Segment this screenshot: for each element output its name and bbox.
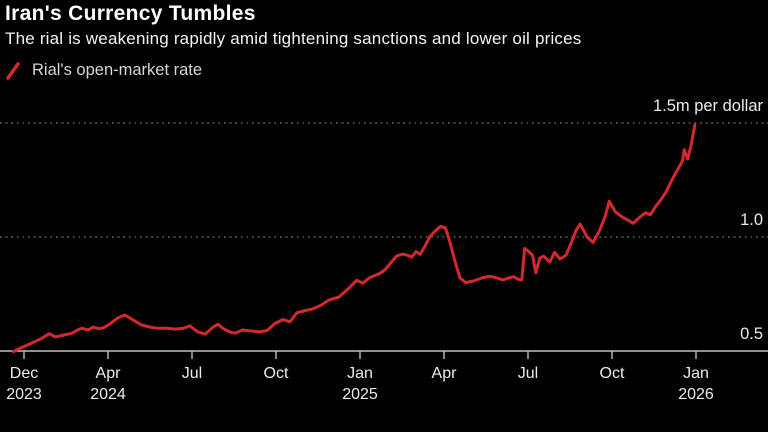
y-axis-label: 1.5m per dollar — [652, 97, 763, 115]
x-axis-label: Jul — [152, 363, 232, 384]
x-axis-label-year: 2023 — [6, 386, 42, 403]
legend-line-icon — [6, 61, 20, 80]
x-axis-label: Apr — [404, 363, 484, 384]
chart-title: Iran's Currency Tumbles — [5, 2, 256, 25]
legend: Rial's open-market rate — [5, 61, 202, 80]
y-axis-label: 1.0 — [740, 211, 763, 229]
x-axis-label-month: Jul — [181, 365, 203, 382]
x-axis-label: Apr 2024 — [68, 363, 148, 405]
x-axis-label-month: Dec — [9, 365, 39, 382]
x-axis-label-month: Oct — [599, 365, 625, 382]
x-axis-label-month: Jul — [517, 365, 539, 382]
y-axis-label: 0.5 — [740, 325, 763, 343]
x-axis-label: Oct — [236, 363, 316, 384]
x-axis-label-month: Apr — [95, 365, 121, 382]
x-axis-label: Oct — [572, 363, 652, 384]
x-axis-label: Jul — [488, 363, 568, 384]
x-axis-label-month: Apr — [431, 365, 457, 382]
x-axis-label-year: 2024 — [90, 386, 126, 403]
chart-subtitle: The rial is weakening rapidly amid tight… — [5, 29, 582, 48]
x-axis-label-year: 2026 — [678, 386, 714, 403]
x-axis-label-year: 2025 — [342, 386, 378, 403]
x-axis-label: Jan 2026 — [656, 363, 736, 405]
rial-rate-line — [12, 123, 697, 354]
x-axis-label-month: Jan — [683, 365, 709, 382]
x-axis-label-month: Oct — [263, 365, 289, 382]
x-axis-label-month: Jan — [347, 365, 373, 382]
x-axis-label: Jan 2025 — [320, 363, 400, 405]
x-axis-label: Dec 2023 — [0, 363, 64, 405]
legend-label: Rial's open-market rate — [32, 61, 203, 79]
